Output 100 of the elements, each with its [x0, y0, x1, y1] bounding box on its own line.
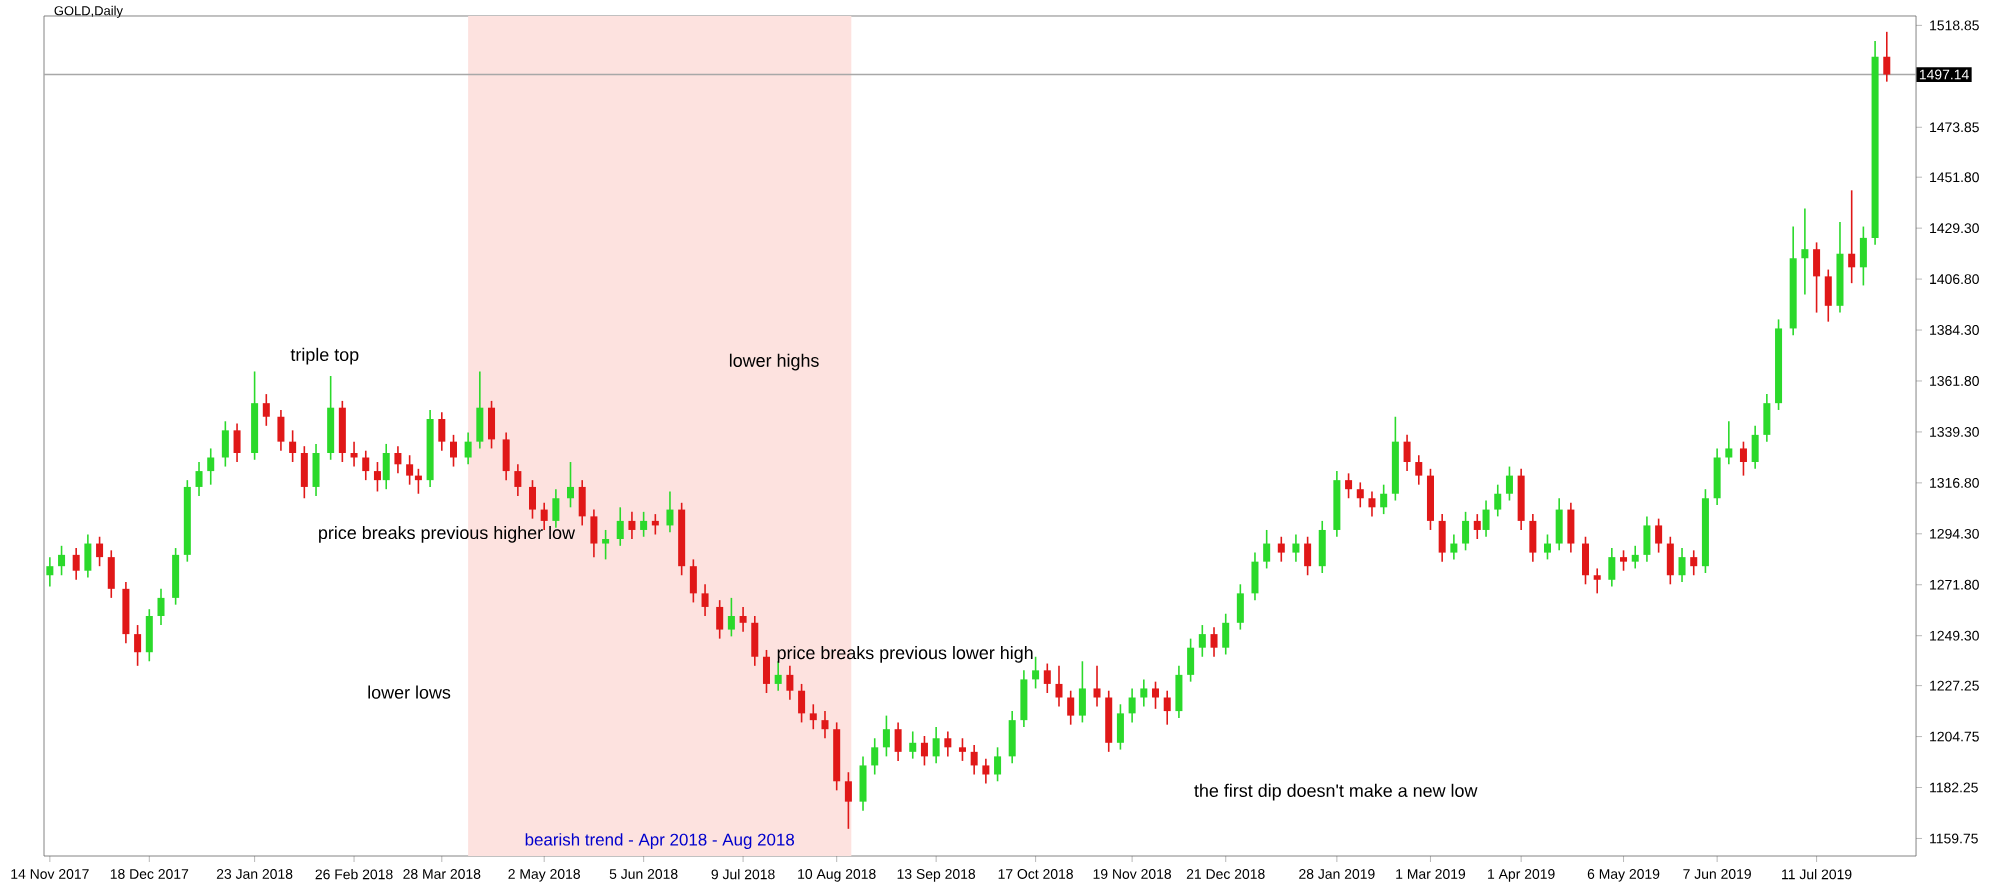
candlestick [871, 737, 879, 776]
candlestick [739, 606, 747, 633]
annotation: price breaks previous lower high [777, 646, 1033, 663]
candlestick [96, 535, 104, 567]
candlestick [300, 445, 308, 500]
candlestick [1848, 189, 1856, 284]
candlestick [1020, 669, 1028, 728]
candlestick [394, 445, 402, 475]
candlestick [1739, 440, 1747, 477]
annotation: lower highs [729, 353, 819, 371]
candlestick [262, 393, 270, 427]
candlestick [970, 744, 978, 776]
candlestick [540, 501, 548, 531]
candlestick [122, 581, 130, 644]
candlestick [567, 461, 575, 509]
candlestick [1713, 447, 1721, 506]
candlestick [1032, 655, 1040, 690]
candlestick [46, 556, 54, 588]
candlestick [233, 422, 241, 463]
candlestick [590, 508, 598, 558]
candlestick [798, 683, 806, 724]
candlestick [1380, 483, 1388, 515]
candlestick [1529, 513, 1537, 563]
candlestick [578, 479, 586, 527]
candlestick [1251, 551, 1259, 601]
annotation: price breaks previous higher low [319, 525, 576, 543]
candlestick [1824, 268, 1832, 323]
candlestick [1801, 207, 1809, 296]
candlestick [1473, 513, 1481, 540]
candlestick [1187, 637, 1195, 683]
candlestick [1356, 481, 1364, 509]
candlestick [859, 755, 867, 812]
candlestick [438, 411, 446, 452]
candlestick [382, 443, 390, 490]
candlestick [809, 703, 817, 730]
candlestick [1318, 520, 1326, 574]
candlestick [327, 375, 335, 461]
candlestick [1368, 490, 1376, 518]
candlestick [1008, 710, 1016, 764]
candlestick [1152, 680, 1160, 710]
candlestick [1105, 689, 1113, 753]
candlestick [373, 461, 381, 493]
candlestick [1055, 665, 1063, 708]
candlestick [514, 463, 522, 497]
candlestick [701, 583, 709, 617]
candlestick [1883, 31, 1891, 83]
candlestick [909, 730, 917, 760]
candlestick [58, 545, 66, 577]
candlestick [689, 558, 697, 604]
candlestick [450, 434, 458, 468]
candlestick [1140, 678, 1148, 708]
candlestick [221, 420, 229, 468]
candlestick [1043, 662, 1051, 694]
candlestick [1690, 549, 1698, 577]
candlestick [1751, 425, 1759, 470]
candlestick [1263, 529, 1271, 570]
candlestick [1494, 483, 1502, 518]
candlestick [1304, 535, 1312, 577]
candlestick [1631, 545, 1639, 570]
candlestick [528, 479, 536, 520]
candlestick [932, 726, 940, 764]
candlestick [1462, 511, 1470, 552]
candlestick [1198, 624, 1206, 658]
candlestick [1403, 434, 1411, 472]
candlestick [134, 624, 142, 667]
candlestick [1078, 660, 1086, 724]
candlestick [1678, 547, 1686, 583]
candlestick [762, 649, 770, 694]
candlestick [751, 615, 759, 667]
band-label: bearish trend - Apr 2018 - Aug 2018 [525, 833, 795, 849]
candlestick [277, 409, 285, 452]
candlestick [1450, 533, 1458, 561]
candlestick [1567, 501, 1575, 554]
candlestick [894, 721, 902, 762]
candlestick [350, 440, 358, 468]
candlestick [1116, 703, 1124, 751]
candlestick [1725, 420, 1733, 466]
candlestick [1608, 547, 1616, 588]
candlestick [666, 490, 674, 534]
candlestick [195, 461, 203, 497]
candlestick [488, 400, 496, 450]
candlestick [920, 735, 928, 767]
candlestick [1505, 465, 1513, 502]
candlestick [1813, 241, 1821, 314]
candlestick [1482, 499, 1490, 538]
candlestick [72, 547, 80, 581]
candlestick [157, 588, 165, 626]
candlestick [207, 447, 215, 486]
candlestick [640, 511, 648, 538]
candlestick [502, 431, 510, 481]
candlestick [1067, 689, 1075, 726]
candlestick [602, 529, 610, 561]
candlestick [406, 454, 414, 486]
candlestick [172, 547, 180, 606]
candlestick [1593, 567, 1601, 595]
candlestick [1620, 549, 1628, 572]
candlestick [1426, 468, 1434, 531]
candlestick [944, 730, 952, 758]
candlestick [1093, 665, 1101, 708]
candlestick [1666, 535, 1674, 586]
